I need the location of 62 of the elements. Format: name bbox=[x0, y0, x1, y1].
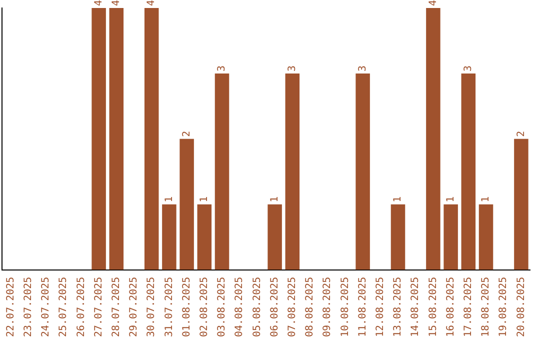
x-tick-label: 17.08.2025 bbox=[462, 276, 474, 338]
x-tick-label: 14.08.2025 bbox=[410, 276, 422, 338]
bar bbox=[478, 204, 494, 270]
x-tick-label: 28.07.2025 bbox=[110, 276, 122, 338]
x-tick-label: 16.08.2025 bbox=[445, 276, 456, 338]
x-tick-label: 11.08.2025 bbox=[357, 276, 368, 338]
x-tick-label: 31.07.2025 bbox=[164, 276, 175, 338]
bar bbox=[109, 8, 124, 270]
bar bbox=[214, 73, 230, 270]
data-label: 1 bbox=[392, 196, 404, 202]
data-label: 4 bbox=[428, 0, 439, 6]
x-tick-label: 05.08.2025 bbox=[252, 276, 263, 338]
x-tick-label: 30.07.2025 bbox=[146, 276, 158, 338]
x-tick-label: 15.08.2025 bbox=[428, 276, 439, 338]
data-label: 1 bbox=[164, 196, 175, 202]
x-tick-label: 19.08.2025 bbox=[498, 276, 510, 338]
x-tick-label: 06.08.2025 bbox=[269, 276, 280, 338]
x-tick-label: 25.07.2025 bbox=[58, 276, 70, 338]
data-label: 1 bbox=[269, 196, 280, 202]
bar bbox=[197, 204, 212, 270]
data-label: 3 bbox=[357, 65, 368, 72]
bar bbox=[162, 204, 176, 270]
bar bbox=[461, 73, 476, 270]
bar bbox=[180, 138, 194, 270]
bar bbox=[390, 204, 406, 270]
bar bbox=[144, 8, 159, 270]
data-label: 4 bbox=[146, 0, 158, 6]
x-tick-label: 24.07.2025 bbox=[40, 276, 52, 338]
x-tick-label: 18.08.2025 bbox=[480, 276, 492, 338]
data-label: 4 bbox=[93, 0, 104, 6]
x-tick-label: 10.08.2025 bbox=[340, 276, 351, 338]
x-tick-label: 20.08.2025 bbox=[516, 276, 527, 338]
x-tick-label: 29.07.2025 bbox=[128, 276, 140, 338]
x-tick-label: 22.07.2025 bbox=[5, 276, 16, 338]
bar bbox=[92, 8, 106, 270]
bar bbox=[285, 73, 300, 270]
x-tick-label: 03.08.2025 bbox=[216, 276, 228, 338]
x-tick-label: 02.08.2025 bbox=[198, 276, 210, 338]
data-label: 3 bbox=[462, 65, 474, 72]
data-label: 2 bbox=[181, 130, 192, 137]
x-tick-label: 13.08.2025 bbox=[392, 276, 404, 338]
x-tick-label: 27.07.2025 bbox=[93, 276, 104, 338]
data-label: 2 bbox=[516, 130, 527, 137]
x-tick-label: 04.08.2025 bbox=[234, 276, 246, 338]
x-tick-label: 01.08.2025 bbox=[181, 276, 192, 338]
bar bbox=[426, 8, 440, 270]
data-label: 3 bbox=[286, 65, 298, 72]
data-label: 1 bbox=[445, 196, 456, 202]
x-tick-label: 07.08.2025 bbox=[286, 276, 298, 338]
bar bbox=[268, 204, 282, 270]
bar bbox=[514, 138, 528, 270]
x-tick-label: 09.08.2025 bbox=[322, 276, 334, 338]
data-label: 4 bbox=[110, 0, 122, 6]
data-label: 1 bbox=[480, 196, 492, 202]
bar bbox=[356, 73, 370, 270]
x-tick-label: 08.08.2025 bbox=[304, 276, 316, 338]
bar bbox=[444, 204, 458, 270]
data-label: 1 bbox=[198, 196, 210, 202]
x-tick-label: 12.08.2025 bbox=[374, 276, 386, 338]
data-label: 3 bbox=[216, 65, 228, 72]
x-tick-label: 26.07.2025 bbox=[76, 276, 87, 338]
x-tick-label: 23.07.2025 bbox=[22, 276, 34, 338]
